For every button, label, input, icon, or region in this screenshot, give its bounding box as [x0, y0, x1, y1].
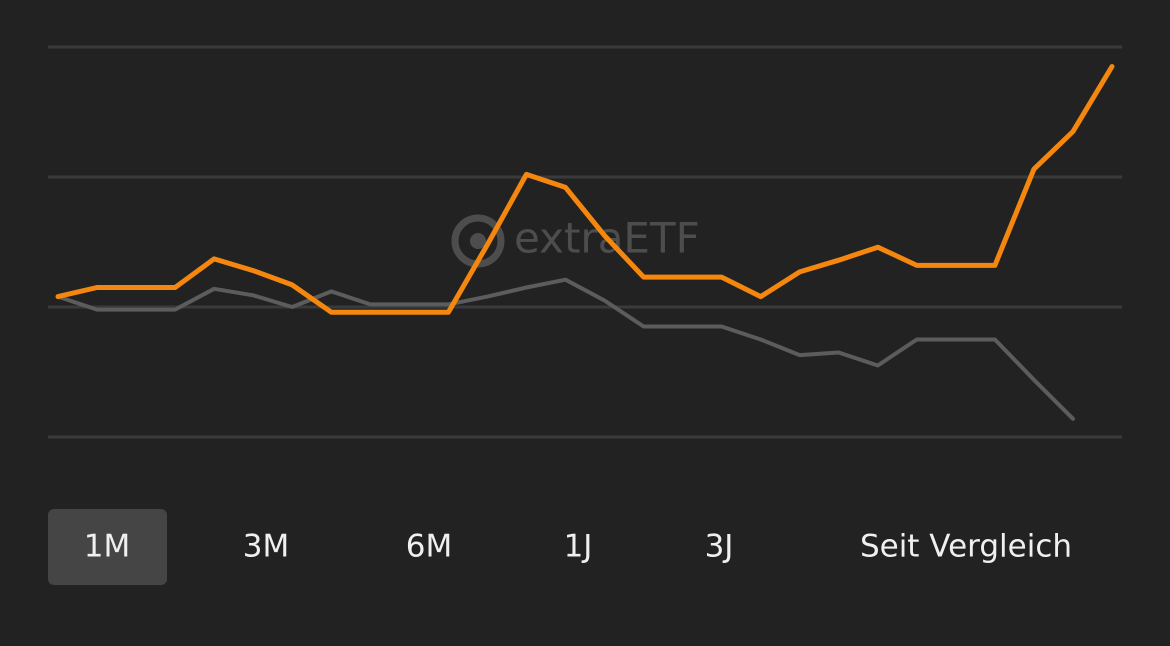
series-line — [55, 64, 1115, 315]
watermark-icon-dot — [470, 233, 486, 249]
range-button[interactable]: 1M — [48, 509, 167, 585]
range-button[interactable]: 3M — [243, 529, 289, 565]
range-button-bg — [48, 509, 167, 585]
range-button-label: 6M — [406, 529, 452, 565]
series-line — [56, 277, 1075, 421]
range-button-label: 1M — [84, 529, 130, 565]
range-button[interactable]: 3J — [705, 529, 734, 565]
range-button-label: Seit Vergleich — [860, 529, 1072, 565]
range-button[interactable]: Seit Vergleich — [860, 529, 1072, 565]
range-button[interactable]: 1J — [564, 529, 593, 565]
range-button-label: 3M — [243, 529, 289, 565]
range-button-label: 1J — [564, 529, 593, 565]
range-button-label: 3J — [705, 529, 734, 565]
range-button[interactable]: 6M — [406, 529, 452, 565]
